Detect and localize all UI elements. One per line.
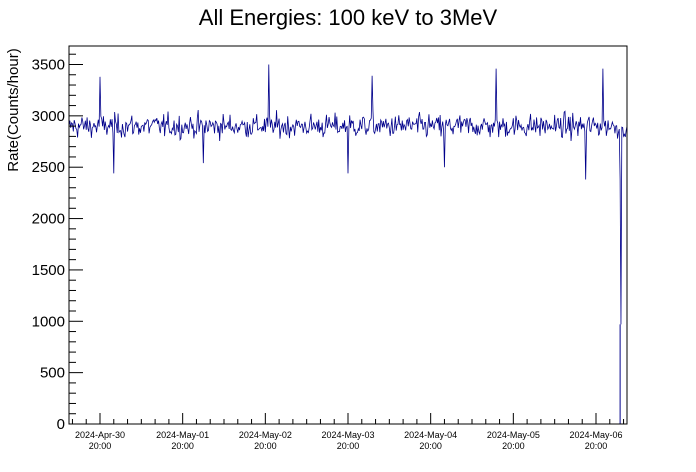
x-tick-label-time: 20:00 (337, 441, 360, 451)
plot-series-group (68, 64, 628, 424)
y-axis-label: Rate(Counts/hour) (5, 48, 22, 171)
y-tick-label: 0 (57, 416, 65, 433)
x-tick-label-date: 2024-May-06 (569, 430, 622, 440)
x-tick-label-date: 2024-Apr-30 (75, 430, 125, 440)
y-tick-label: 2000 (32, 211, 65, 228)
plot-frame (68, 45, 628, 425)
x-tick-label-time: 20:00 (419, 441, 442, 451)
x-tick-label-date: 2024-May-03 (321, 430, 374, 440)
x-tick-label-date: 2024-May-05 (487, 430, 540, 440)
x-tick-label-time: 20:00 (585, 441, 608, 451)
x-axis: 2024-Apr-3020:002024-May-0120:002024-May… (71, 413, 625, 451)
x-tick-label-date: 2024-May-02 (239, 430, 292, 440)
chart-title: All Energies: 100 keV to 3MeV (199, 5, 498, 30)
y-tick-label: 1000 (32, 313, 65, 330)
y-axis: 0 500 1000 1500 2000 2500 3000 3500 (32, 53, 83, 433)
x-tick-label-date: 2024-May-04 (404, 430, 457, 440)
series-line (68, 64, 628, 325)
y-tick-label: 1500 (32, 262, 65, 279)
x-tick-label-time: 20:00 (502, 441, 525, 451)
y-tick-label: 2500 (32, 159, 65, 176)
y-tick-label: 3500 (32, 56, 65, 73)
y-tick-label: 500 (40, 365, 65, 382)
x-tick-label-time: 20:00 (171, 441, 194, 451)
x-tick-label-time: 20:00 (89, 441, 112, 451)
x-tick-label-date: 2024-May-01 (156, 430, 209, 440)
x-tick-label-time: 20:00 (254, 441, 277, 451)
y-tick-label: 3000 (32, 108, 65, 125)
